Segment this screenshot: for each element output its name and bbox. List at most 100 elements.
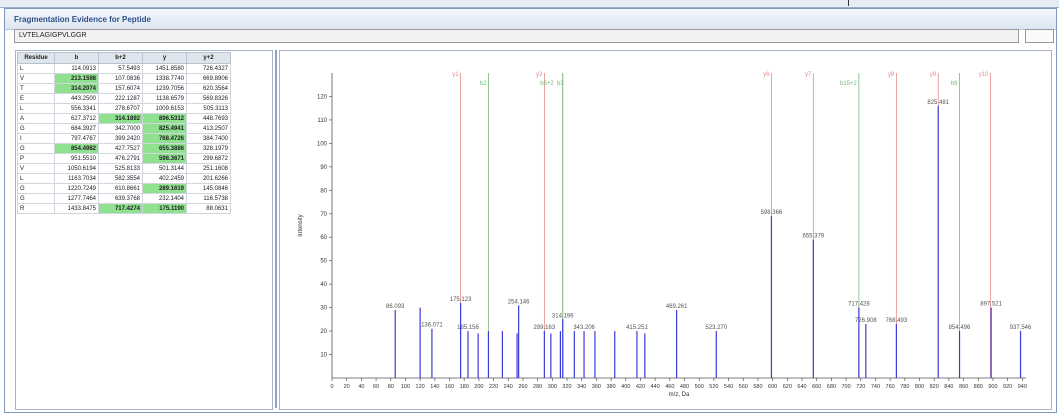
x-tick-label: 600: [768, 384, 777, 390]
cell-y: 1338.7740: [142, 73, 187, 84]
table-row[interactable]: R 1433.8475 717.4274 175.1190 88.0631: [17, 203, 231, 214]
x-tick-label: 840: [944, 384, 953, 390]
fragment-marker-label: y9: [930, 72, 937, 78]
x-tick-label: 0: [330, 384, 333, 390]
cell-y: 1451.8580: [142, 63, 187, 74]
table-row[interactable]: I 797.4767 399.2420 768.4726 384.7400: [17, 133, 231, 144]
chart-axes: 10 20 30 40 50 60 70 80 90 100 110 120 0 20 40 60 80 100 1…: [317, 73, 1027, 390]
cell-b: 1433.8475: [54, 203, 99, 214]
x-tick-label: 260: [518, 384, 527, 390]
peak-label: 86.093: [386, 304, 405, 310]
cell-b: 1163.7034: [54, 173, 99, 184]
fragment-table-panel: Residue b b+2 y y+2 L 114.0913 57.5493 1451…: [15, 50, 273, 410]
cell-y2: 328.1979: [186, 143, 231, 154]
col-header-y2[interactable]: y+2: [186, 52, 231, 64]
cell-y2: 413.2507: [186, 123, 231, 134]
x-tick-label: 160: [445, 384, 454, 390]
x-tick-label: 820: [930, 384, 939, 390]
x-tick-label: 760: [886, 384, 895, 390]
panel-splitter[interactable]: [275, 50, 277, 408]
peak-label: 136.071: [421, 323, 443, 329]
cell-y: 289.1619: [142, 183, 187, 194]
table-row[interactable]: L 114.0913 57.5493 1451.8580 726.4327: [17, 63, 231, 74]
cell-y2: 448.7693: [186, 113, 231, 124]
x-axis-label: m/z, Da: [669, 392, 690, 398]
peak-label: 726.908: [855, 318, 877, 324]
table-row[interactable]: G 684.3927 342.7000 825.4941 413.2507: [17, 123, 231, 134]
table-row[interactable]: A 627.3712 314.1892 896.5312 448.7693: [17, 113, 231, 124]
cell-y2: 384.7400: [186, 133, 231, 144]
table-row[interactable]: G 1277.7464 639.3768 232.1404 116.5738: [17, 193, 231, 204]
x-tick-label: 520: [709, 384, 718, 390]
table-header-row: Residue b b+2 y y+2: [17, 52, 231, 64]
cell-b2: 476.2791: [98, 153, 143, 164]
fragment-marker-label: y8: [888, 72, 895, 78]
cell-y: 175.1190: [142, 203, 187, 214]
col-header-b[interactable]: b: [54, 52, 99, 64]
peak-label: 825.481: [927, 100, 949, 106]
spectrum-panel: 10 20 30 40 50 60 70 80 90 100 110 120 0 20 40 60 80 100 1…: [279, 50, 1052, 410]
cell-b2: 278.6707: [98, 103, 143, 114]
x-tick-label: 620: [783, 384, 792, 390]
table-row[interactable]: G 854.4982 427.7527 655.3886 328.1979: [17, 143, 231, 154]
peak-label: 469.261: [666, 304, 688, 310]
cell-y2: 569.8326: [186, 93, 231, 104]
cell-residue: L: [17, 103, 55, 114]
table-row[interactable]: E 443.2500 222.1287 1138.6579 569.8326: [17, 93, 231, 104]
x-tick-label: 780: [900, 384, 909, 390]
x-tick-label: 140: [430, 384, 439, 390]
x-tick-label: 220: [489, 384, 498, 390]
cell-b: 556.3341: [54, 103, 99, 114]
table-row[interactable]: P 951.5510 476.2791 598.3671 299.6872: [17, 153, 231, 164]
peptide-sequence-field[interactable]: LVTELAGIGPVLGGR: [14, 29, 1019, 43]
col-header-y[interactable]: y: [142, 52, 187, 64]
cell-residue: T: [17, 83, 55, 94]
x-tick-label: 920: [1003, 384, 1012, 390]
cell-residue: V: [17, 163, 55, 174]
cell-y: 825.4941: [142, 123, 187, 134]
cell-b: 797.4767: [54, 133, 99, 144]
cell-y2: 251.1608: [186, 163, 231, 174]
peptide-side-box[interactable]: [1025, 29, 1054, 43]
cell-b2: 222.1287: [98, 93, 143, 104]
cell-b: 114.0913: [54, 63, 99, 74]
cell-y2: 116.5738: [186, 193, 231, 204]
cell-y2: 505.3113: [186, 103, 231, 114]
cell-y2: 145.0846: [186, 183, 231, 194]
peak-label: 185.156: [457, 325, 479, 331]
x-tick-label: 500: [695, 384, 704, 390]
table-row[interactable]: L 1163.7034 582.3554 402.2459 201.6266: [17, 173, 231, 184]
cell-y: 232.1404: [142, 193, 187, 204]
fragment-marker-label: y10: [979, 72, 989, 78]
col-header-residue[interactable]: Residue: [17, 52, 55, 64]
col-header-b2[interactable]: b+2: [98, 52, 143, 64]
title-bar: Fragmentation Evidence for Peptide: [5, 9, 1056, 30]
table-row[interactable]: G 1220.7249 610.8661 289.1619 145.0846: [17, 183, 231, 194]
peak-label: 175.123: [450, 297, 472, 303]
y-tick-label: 120: [317, 94, 328, 100]
cell-y: 1138.6579: [142, 93, 187, 104]
table-row[interactable]: V 1050.6194 525.8133 501.3144 251.1608: [17, 163, 231, 174]
table-row[interactable]: L 556.3341 278.6707 1009.6153 505.3113: [17, 103, 231, 114]
cell-b2: 314.1892: [98, 113, 143, 124]
cell-b: 1050.6194: [54, 163, 99, 174]
table-row[interactable]: V 213.1598 107.0836 1338.7740 669.8906: [17, 73, 231, 84]
spectrum-peaks: 86.093 136.071 175.123 185.156 254.146 289.16…: [386, 100, 1032, 378]
cell-b: 443.2500: [54, 93, 99, 104]
fragment-markers: y1 b2 y3 b6+2 b3 y6 y7 b15+2 y8 y9 b9 y10: [452, 72, 991, 378]
cell-y: 598.3671: [142, 153, 187, 164]
cell-b: 314.2074: [54, 83, 99, 94]
cell-residue: G: [17, 123, 55, 134]
x-tick-label: 60: [373, 384, 379, 390]
cell-y: 896.5312: [142, 113, 187, 124]
x-tick-label: 680: [827, 384, 836, 390]
y-tick-label: 20: [320, 329, 327, 335]
peak-label: 937.546: [1010, 325, 1032, 331]
table-row[interactable]: T 314.2074 157.6074 1239.7056 620.3564: [17, 83, 231, 94]
fragment-marker-label: y3: [536, 72, 543, 78]
cell-y: 1239.7056: [142, 83, 187, 94]
x-tick-label: 800: [915, 384, 924, 390]
peak-label: 717.428: [848, 302, 870, 308]
y-tick-label: 60: [320, 235, 327, 241]
cell-y2: 726.4327: [186, 63, 231, 74]
